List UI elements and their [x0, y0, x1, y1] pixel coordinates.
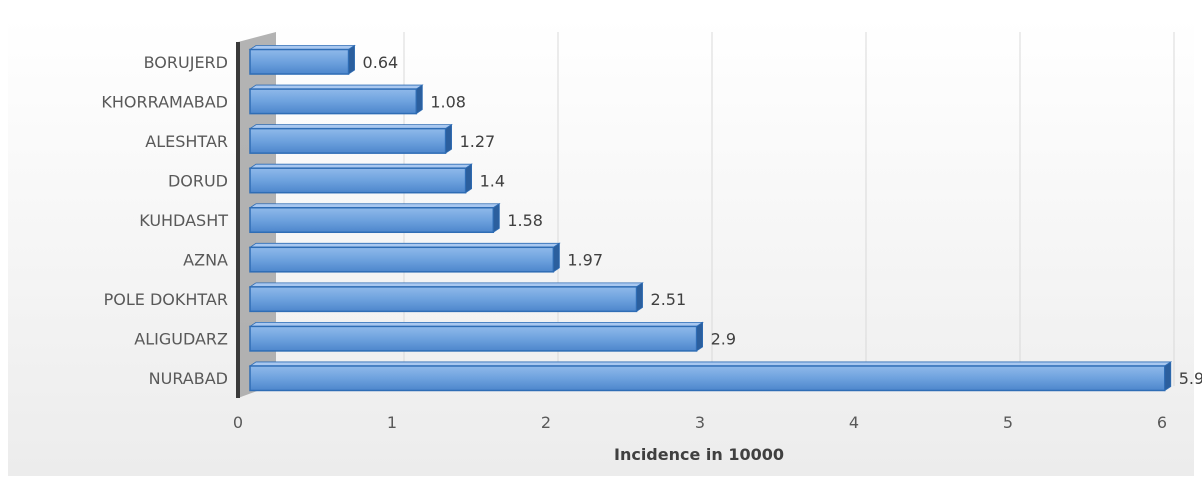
- bar-aligudarz: [248, 321, 704, 352]
- bar-front-face: [249, 246, 555, 273]
- bar-front-face: [249, 286, 638, 313]
- x-tick-label: 2: [541, 413, 551, 432]
- bar-front-face: [249, 167, 467, 194]
- data-label: 1.27: [460, 132, 496, 151]
- x-tick-label: 3: [695, 413, 705, 432]
- data-label: 5.94: [1179, 369, 1202, 388]
- bar-end-face: [636, 282, 643, 313]
- bar-end-face: [552, 242, 560, 273]
- bar-end-face: [492, 202, 500, 234]
- category-label: ALESHTAR: [145, 132, 228, 151]
- data-label: 0.64: [363, 53, 399, 72]
- category-label: AZNA: [183, 251, 228, 270]
- bar-pole-dokhtar: [248, 282, 644, 313]
- x-tick-label: 0: [233, 413, 243, 432]
- category-label: ALIGUDARZ: [134, 330, 228, 349]
- data-label: 1.97: [567, 251, 603, 270]
- bar-azna: [248, 242, 561, 273]
- bar-front-face: [249, 206, 495, 234]
- x-tick-label: 5: [1003, 413, 1013, 432]
- bar-end-face: [415, 84, 423, 115]
- bar-borujerd: [248, 44, 356, 75]
- x-tick-label: 1: [387, 413, 397, 432]
- data-label: 1.4: [480, 171, 505, 190]
- bar-end-face: [1164, 361, 1172, 392]
- bar-end-face: [696, 321, 703, 352]
- bar-end-face: [465, 163, 473, 194]
- bar-khorramabad: [248, 84, 424, 115]
- data-label: 2.51: [651, 290, 687, 309]
- category-label: BORUJERD: [144, 53, 228, 72]
- x-tick-label: 6: [1157, 413, 1167, 432]
- bar-end-face: [445, 123, 452, 154]
- category-label: KUHDASHT: [139, 211, 228, 230]
- category-label: KHORRAMABAD: [101, 92, 228, 111]
- bar-kuhdasht: [248, 202, 501, 234]
- bar-front-face: [249, 48, 350, 75]
- data-label: 1.58: [507, 211, 543, 230]
- bar-front-face: [249, 127, 447, 154]
- x-axis-title: Incidence in 10000: [614, 445, 784, 464]
- bar-nurabad: [248, 361, 1173, 392]
- category-label: POLE DOKHTAR: [104, 290, 228, 309]
- category-label: DORUD: [168, 171, 228, 190]
- bar-front-face: [249, 325, 698, 352]
- bar-aleshtar: [248, 123, 453, 154]
- data-label: 1.08: [430, 92, 466, 111]
- category-label: NURABAD: [149, 369, 228, 388]
- plot-background: [8, 18, 1194, 476]
- bar-end-face: [348, 44, 355, 75]
- bar-front-face: [249, 88, 418, 115]
- bar-front-face: [249, 365, 1166, 392]
- x-tick-label: 4: [849, 413, 859, 432]
- data-label: 2.9: [711, 330, 736, 349]
- bar-dorud: [248, 163, 473, 194]
